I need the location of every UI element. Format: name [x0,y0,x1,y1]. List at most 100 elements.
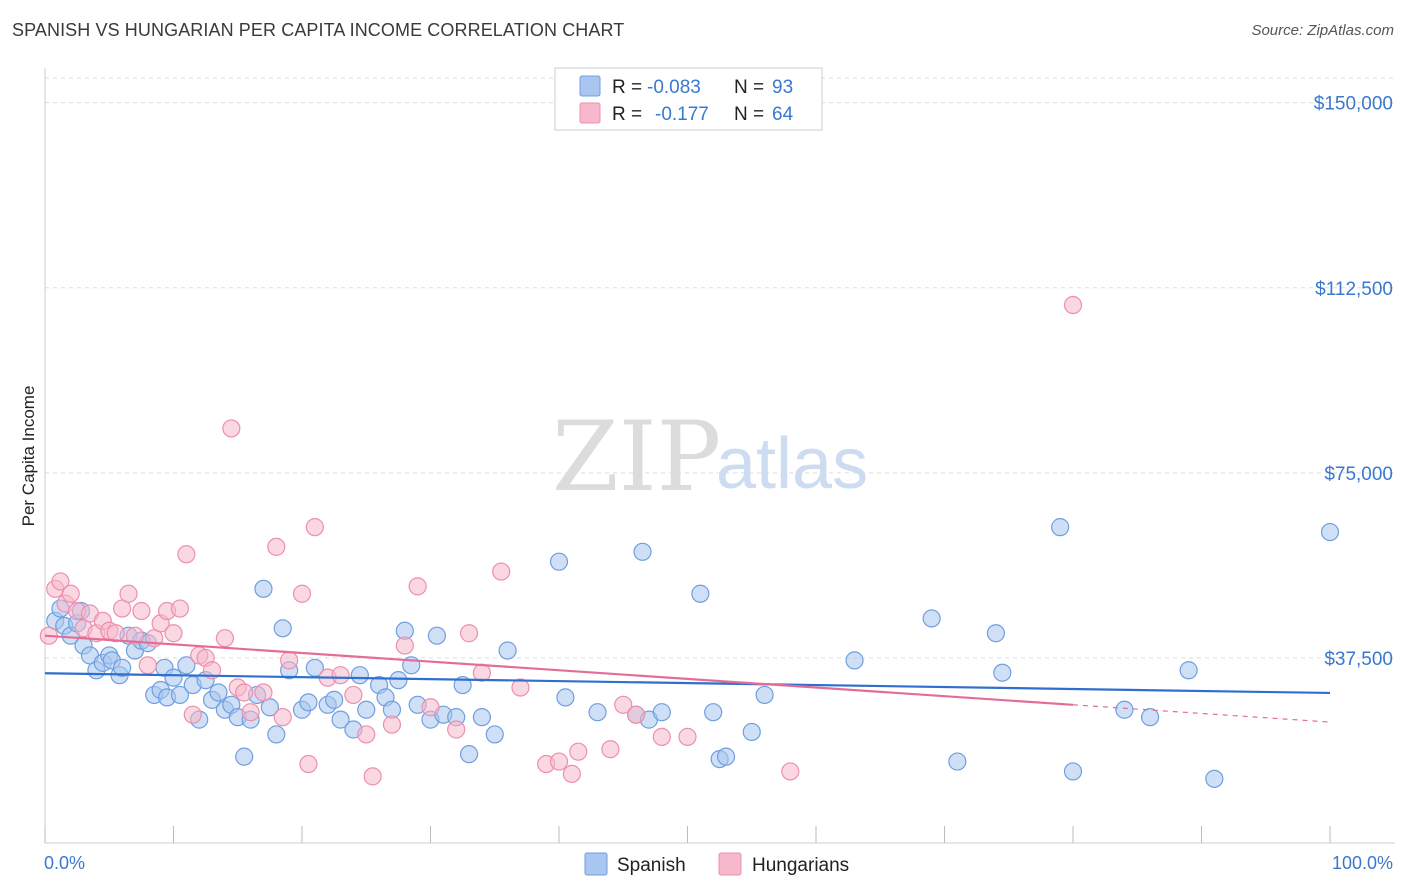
hungarian-point [447,720,466,739]
legend-bottom-hungarians: Hungarians [752,855,849,876]
spanish-point [755,685,774,705]
trend-lines [44,634,1331,723]
legend-n-value: 93 [772,77,793,98]
spanish-point [986,624,1006,643]
hungarian-point [549,752,569,771]
hungarian-point [614,695,633,714]
hungarian-point [511,678,530,697]
spanish-point [1140,708,1160,727]
hungarian-point [215,629,234,648]
hungarian-point [421,698,440,717]
hungarian-point [344,685,363,705]
hungarian-point [652,727,671,746]
hungarian-point [472,663,491,682]
hungarian-point [781,762,800,781]
legend-r-value: -0.177 [655,104,709,125]
hungarian-trend-line [44,634,1074,706]
gridlines [45,77,1395,659]
spanish-point [691,584,710,603]
y-axis-title: Per Capita Income [19,386,38,527]
watermark-zip: ZIP [552,401,721,513]
spanish-point [1205,769,1224,788]
hungarian-point [241,703,260,722]
hungarian-point [569,742,588,761]
data-points [39,295,1340,788]
spanish-point [472,708,491,727]
spanish-point [177,656,196,675]
hungarian-point [492,562,511,581]
spanish-point [350,666,369,685]
legend-swatch-spanish [579,75,601,97]
hungarian-trend-extension [1072,704,1331,723]
legend-r-label: R = [612,104,642,125]
spanish-point [556,688,575,707]
legend-bottom: Spanish Hungarians [584,852,849,876]
spanish-point [112,658,132,677]
chart-title: SPANISH VS HUNGARIAN PER CAPITA INCOME C… [12,20,625,40]
legend-swatch-hungarians [579,102,601,124]
spanish-point [1063,762,1083,781]
spanish-point [254,579,273,598]
spanish-point [1320,522,1340,542]
legend-top: R = -0.083 N = 93 R = -0.177 N = 64 [554,67,823,131]
hungarian-point [1063,295,1083,315]
legend-bottom-swatch-hungarians [718,852,742,876]
watermark: ZIP atlas [552,401,868,513]
hungarian-point [273,708,292,727]
hungarian-point [202,661,222,680]
spanish-point [716,747,736,766]
spanish-point [1051,518,1070,537]
hungarian-point [170,599,190,618]
spanish-point [273,619,292,638]
y-tick-label: $75,000 [1324,464,1393,485]
legend-bottom-swatch-spanish [584,852,608,876]
spanish-point [1179,661,1198,680]
hungarian-point [395,636,414,655]
hungarian-point [138,656,157,675]
spanish-point [1115,700,1134,719]
hungarian-point [382,715,402,734]
spanish-point [498,641,517,660]
hungarian-point [119,584,138,603]
hungarian-point [235,683,254,702]
legend-n-label: N = [734,104,764,125]
spanish-point [948,752,967,771]
spanish-point [357,700,376,719]
spanish-point [993,663,1012,682]
source-label: Source: ZipAtlas.com [1251,22,1394,39]
hungarian-point [280,651,299,670]
spanish-point [633,542,652,561]
hungarian-point [459,624,479,643]
legend-bottom-spanish: Spanish [617,855,686,876]
spanish-point [235,747,254,766]
spanish-point [267,725,286,744]
legend-n-value: 64 [772,104,794,125]
legend-r-value: -0.083 [647,77,701,98]
hungarian-point [363,767,382,786]
hungarian-point [164,624,183,643]
hungarian-point [601,740,620,759]
spanish-point [299,693,318,712]
spanish-point [588,703,607,722]
spanish-point [325,690,344,709]
x-tick-labels: 0.0% 100.0% [44,853,1393,873]
hungarian-point [408,577,427,596]
spanish-point [331,710,350,729]
hungarian-point [267,537,286,556]
hungarian-point [292,584,312,603]
hungarian-point [61,584,80,603]
spanish-point [389,671,408,690]
y-tick-labels: $37,500 $75,000 $112,500 $150,000 [1314,94,1393,670]
hungarian-point [626,705,646,724]
hungarian-point [125,626,145,645]
spanish-point [704,703,723,722]
axes [44,68,1395,844]
spanish-point [485,725,504,744]
hungarian-point [132,601,151,621]
spanish-point [170,685,190,705]
spanish-point [845,651,864,670]
y-tick-label: $150,000 [1314,94,1393,115]
spanish-point [453,675,472,695]
x-tick-label-max: 100.0% [1332,853,1393,873]
